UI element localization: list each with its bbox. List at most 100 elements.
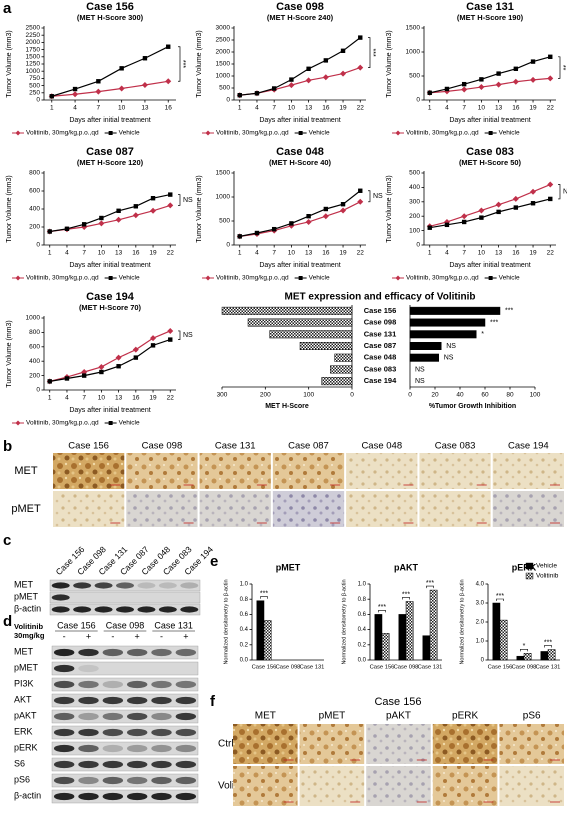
bar [334,353,353,362]
x-tick-label: Case 098 [276,665,301,671]
blot-band [53,776,75,785]
data-point [150,335,157,342]
series-line [239,201,361,237]
lane-label: + [135,631,140,641]
ihc-image [492,453,564,489]
blot-band [78,680,99,689]
bar [429,589,438,661]
panel-title: Case 156 [374,696,421,708]
ihc-image [272,491,345,527]
series-line [429,77,551,94]
y-axis-label: Tumor Volume (mm3) [6,175,13,242]
bar [330,365,353,374]
data-point [547,181,554,188]
blot-band [53,696,75,705]
data-point [168,192,173,197]
blot-band [102,792,124,801]
x-tick-label: 19 [149,250,157,257]
x-tick-label: 10 [118,105,126,112]
column-label: Case 098 [142,441,183,452]
x-tick-label: 1 [428,250,432,257]
y-tick-label: 1750 [26,46,41,53]
data-point [512,195,519,202]
x-tick-label: 7 [82,395,86,402]
bar [422,635,431,661]
x-tick-label: 22 [547,105,555,112]
data-point [548,54,553,59]
legend-marker [108,276,113,280]
significance-label: *** [179,60,186,68]
blot-band [116,582,134,589]
x-tick-label: 4 [255,105,259,112]
data-point [427,90,432,95]
blot-band [78,664,99,673]
blot-band [78,648,99,657]
row-label: MET [14,465,38,477]
blot-band [126,760,148,769]
y-tick-label: 0.4 [358,627,367,633]
x-tick-label: 13 [305,105,313,112]
x-tick-label: 22 [167,250,175,257]
bar [523,653,532,661]
legend-label: Vehicle [119,420,140,427]
x-tick-label: 1 [428,105,432,112]
y-tick-label: 0.8 [358,597,367,603]
ihc-image [199,453,271,489]
ihc-image [233,766,298,806]
y-tick-label: 1000 [216,194,231,201]
y-tick-label: 400 [409,184,420,191]
row-label: β-actin [14,790,41,800]
data-point [530,59,536,64]
significance-label: NS [183,197,193,204]
column-label: MET [255,711,276,722]
x-tick-label: 1 [48,250,52,257]
x-tick-label: 19 [149,395,157,402]
x-tick-label: 80 [506,392,514,399]
blot-band [137,606,156,613]
data-point [132,346,139,353]
x-axis-label: Days after initial treatment [69,262,150,269]
column-label: Case 087 [288,441,329,452]
significance-bracket [178,330,181,340]
data-point [530,188,537,195]
significance-label: NS [563,189,567,196]
chart-subtitle: (MET H-Score 70) [79,303,142,312]
x-tick-label: 10 [478,105,486,112]
significance-label: ** [559,65,566,71]
x-tick-label: 13 [495,105,503,112]
x-tick-label: 100 [530,392,541,399]
y-tick-label: 600 [29,344,40,351]
y-tick-label: 4.0 [476,582,485,588]
ihc-image [366,724,431,764]
data-point [165,78,172,85]
ihc-image [432,766,498,806]
column-label: pS6 [523,711,541,722]
data-point [306,214,311,219]
blot-band [53,728,75,737]
data-point [340,202,346,207]
blot-band [126,680,148,689]
chart-subtitle: (MET H-Score 190) [457,13,524,22]
column-label: Case 083 [435,441,476,452]
x-tick-label: 1 [48,395,52,402]
blot-band [78,744,99,753]
bar [499,619,508,661]
chart-title: Case 156 [86,1,134,13]
y-tick-label: 800 [29,329,40,336]
data-point [427,225,432,230]
data-point [150,343,156,348]
y-tick-label: 0.4 [240,627,249,633]
ihc-image [233,724,298,764]
significance-bracket [368,37,371,68]
lane-label: - [160,631,163,641]
y-tick-label: 400 [29,206,40,213]
category-label: Case 156 [364,306,397,315]
blot-band [78,760,99,769]
y-tick-label: 1000 [406,49,421,56]
data-point [323,206,329,212]
y-tick-label: 200 [29,224,40,231]
y-tick-label: 2500 [216,37,231,44]
data-point [305,218,312,225]
chart-subtitle: (MET H-Score 300) [77,13,144,22]
chart-subtitle: (MET H-Score 50) [459,158,522,167]
